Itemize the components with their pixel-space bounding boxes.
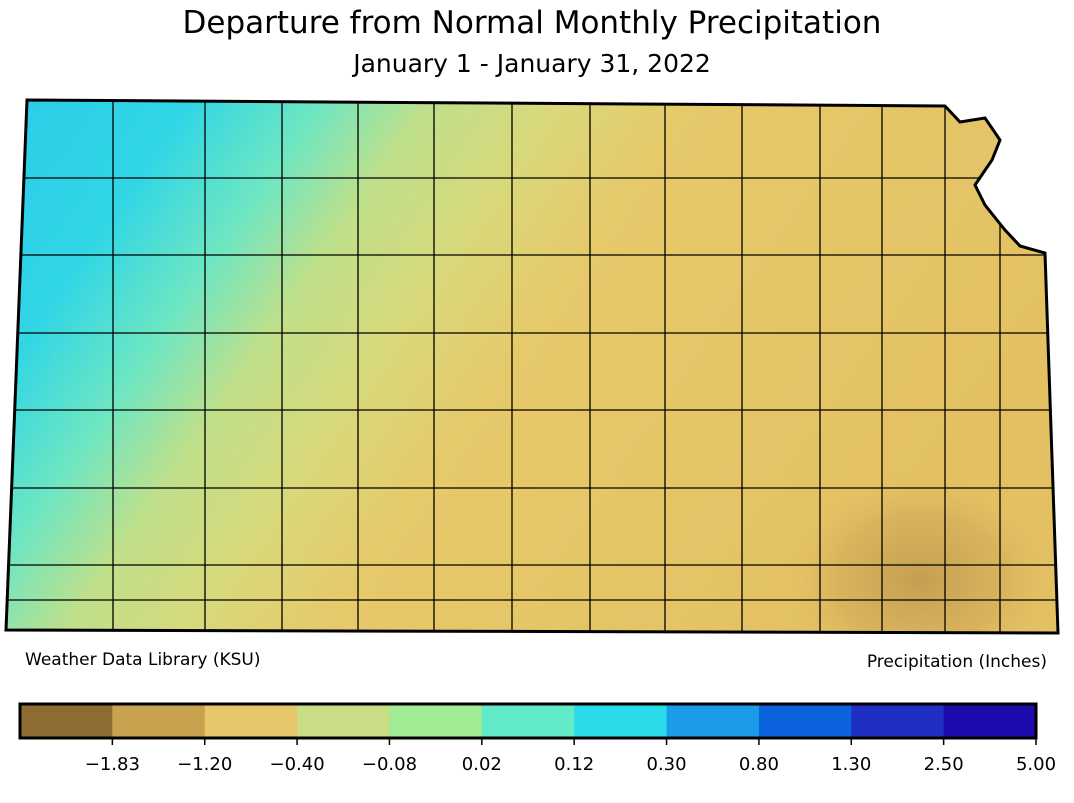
colorbar-tick-label: 5.00 bbox=[1016, 754, 1056, 775]
colorbar-tick-label: −1.83 bbox=[85, 754, 140, 775]
colorbar-segment bbox=[389, 704, 483, 738]
colorbar-segment bbox=[851, 704, 945, 738]
colorbar-tick-label: 0.30 bbox=[647, 754, 687, 775]
colorbar-segment bbox=[112, 704, 206, 738]
colorbar-tick-label: −1.20 bbox=[177, 754, 232, 775]
colorbar-tick-label: 0.12 bbox=[554, 754, 594, 775]
colorbar-tick-label: 1.30 bbox=[831, 754, 871, 775]
colorbar-segment bbox=[574, 704, 668, 738]
colorbar-segment bbox=[666, 704, 760, 738]
source-label: Weather Data Library (KSU) bbox=[25, 650, 260, 670]
colorbar-segment bbox=[20, 704, 113, 738]
colorbar-segment bbox=[943, 704, 1037, 738]
state-field bbox=[6, 100, 1058, 633]
colorbar-tick-label: 2.50 bbox=[924, 754, 964, 775]
colorbar-segment bbox=[758, 704, 852, 738]
units-label: Precipitation (Inches) bbox=[867, 652, 1047, 672]
colorbar-tick-label: −0.40 bbox=[270, 754, 325, 775]
colorbar-segment bbox=[297, 704, 390, 738]
map-title: Departure from Normal Monthly Precipitat… bbox=[183, 5, 882, 41]
colorbar-frame bbox=[18, 702, 1038, 740]
colorbar-tick-label: 0.02 bbox=[462, 754, 502, 775]
colorbar-segment bbox=[204, 704, 298, 738]
colorbar-tick-label: 0.80 bbox=[739, 754, 779, 775]
colorbar-tick-label: −0.08 bbox=[362, 754, 417, 775]
county-lines bbox=[6, 100, 1058, 633]
map-subtitle: January 1 - January 31, 2022 bbox=[351, 49, 711, 78]
colorbar-segment bbox=[481, 704, 575, 738]
